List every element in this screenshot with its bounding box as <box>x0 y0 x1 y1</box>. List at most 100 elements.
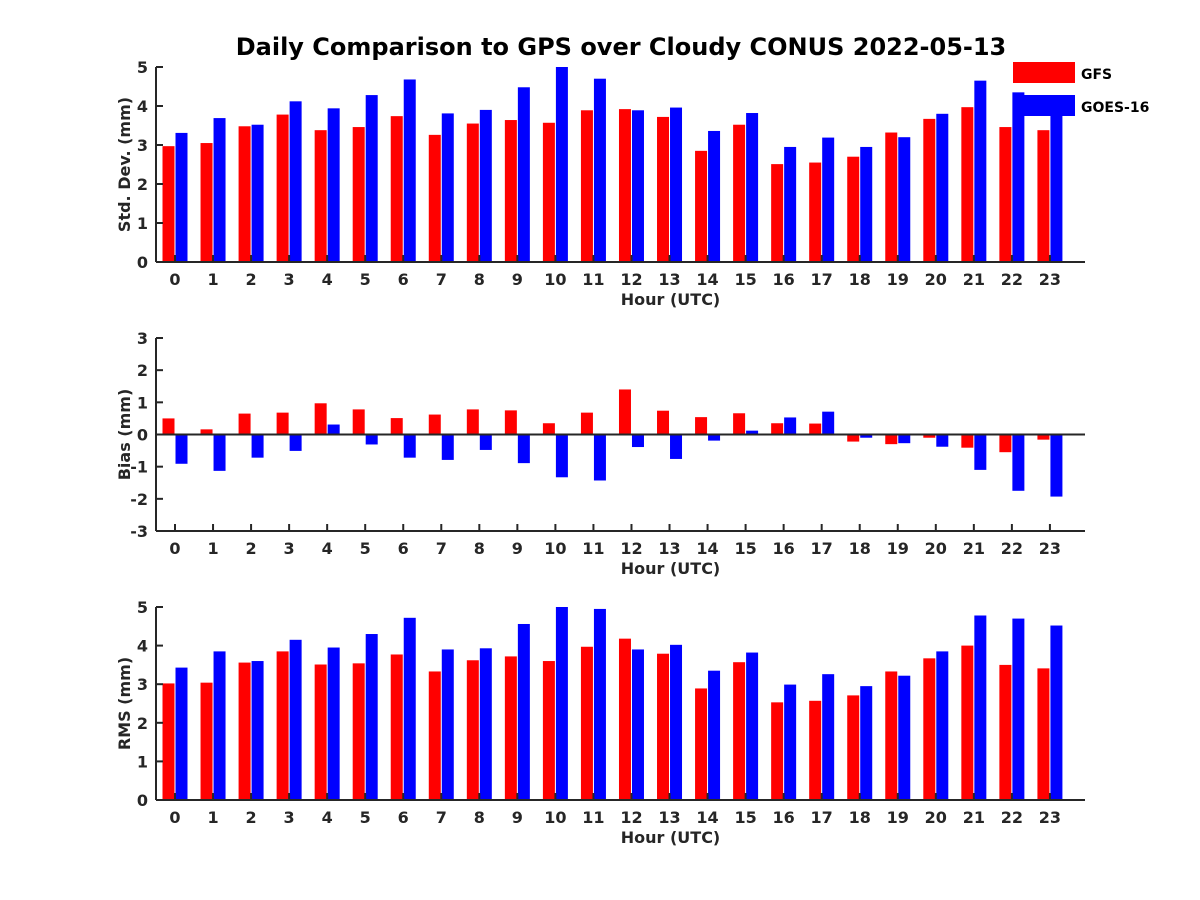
bar-goes16-hour-23 <box>1050 625 1063 800</box>
x-tick-label: 9 <box>512 539 523 558</box>
x-tick-label: 1 <box>207 270 218 289</box>
bar-gfs-hour-4 <box>314 664 327 800</box>
x-tick-label: 14 <box>696 270 718 289</box>
bar-goes16-hour-19 <box>898 137 911 262</box>
bar-gfs-hour-0 <box>162 418 175 435</box>
bar-goes16-hour-16 <box>784 684 797 800</box>
bar-gfs-hour-22 <box>999 664 1012 800</box>
x-tick-label: 0 <box>169 808 180 827</box>
x-tick-label: 5 <box>360 270 371 289</box>
x-tick-label: 11 <box>582 270 604 289</box>
x-tick-label: 4 <box>322 539 333 558</box>
x-tick-label: 17 <box>811 539 833 558</box>
y-axis-label: RMS (mm) <box>115 657 134 750</box>
y-tick-label: 5 <box>137 58 148 77</box>
y-tick-label: 3 <box>137 136 148 155</box>
y-axis-label: Std. Dev. (mm) <box>115 97 134 232</box>
y-tick-label: 1 <box>137 752 148 771</box>
x-tick-label: 7 <box>436 270 447 289</box>
x-tick-label: 13 <box>658 270 680 289</box>
bar-gfs-hour-4 <box>314 403 327 435</box>
legend-label-gfs: GFS <box>1081 67 1112 83</box>
bar-gfs-hour-10 <box>542 423 555 435</box>
bar-gfs-hour-11 <box>580 412 593 435</box>
bar-goes16-hour-12 <box>631 110 644 262</box>
bar-goes16-hour-17 <box>822 674 835 800</box>
bar-goes16-hour-12 <box>631 434 644 448</box>
bar-goes16-hour-6 <box>403 434 416 458</box>
x-tick-label: 5 <box>360 808 371 827</box>
bar-goes16-hour-11 <box>593 78 606 262</box>
bar-gfs-hour-18 <box>847 695 860 800</box>
bar-goes16-hour-1 <box>213 434 226 471</box>
x-tick-label: 15 <box>734 808 756 827</box>
bar-gfs-hour-15 <box>733 413 746 435</box>
bar-goes16-hour-4 <box>327 108 340 262</box>
bar-goes16-hour-21 <box>974 80 987 263</box>
bar-goes16-hour-6 <box>403 617 416 800</box>
bar-gfs-hour-12 <box>618 638 631 800</box>
bar-goes16-hour-9 <box>517 434 530 464</box>
bar-goes16-hour-10 <box>555 67 568 262</box>
y-tick-label: 2 <box>137 714 148 733</box>
x-tick-label: 21 <box>963 539 985 558</box>
bar-goes16-hour-18 <box>860 686 873 800</box>
x-tick-label: 0 <box>169 539 180 558</box>
bar-goes16-hour-6 <box>403 79 416 262</box>
x-tick-label: 11 <box>582 539 604 558</box>
legend-swatch-goes16 <box>1013 95 1075 116</box>
bar-gfs-hour-18 <box>847 156 860 262</box>
bar-gfs-hour-16 <box>771 702 784 800</box>
y-tick-label: 0 <box>137 791 148 810</box>
bar-goes16-hour-12 <box>631 649 644 800</box>
bar-goes16-hour-9 <box>517 623 530 800</box>
bar-goes16-hour-14 <box>708 670 721 800</box>
bar-goes16-hour-8 <box>479 648 492 800</box>
bar-gfs-hour-12 <box>618 389 631 435</box>
x-tick-label: 22 <box>1001 270 1023 289</box>
bar-goes16-hour-13 <box>670 107 683 262</box>
bar-gfs-hour-12 <box>618 109 631 263</box>
x-tick-label: 21 <box>963 808 985 827</box>
x-tick-label: 8 <box>474 808 485 827</box>
bar-goes16-hour-10 <box>555 434 568 478</box>
bar-gfs-hour-8 <box>466 409 479 435</box>
x-tick-label: 18 <box>849 808 871 827</box>
bar-gfs-hour-2 <box>238 662 251 800</box>
bar-goes16-hour-3 <box>289 101 302 262</box>
bar-gfs-hour-16 <box>771 423 784 435</box>
bar-gfs-hour-17 <box>809 162 822 262</box>
x-tick-label: 10 <box>544 808 566 827</box>
bar-gfs-hour-17 <box>809 423 822 435</box>
x-tick-label: 20 <box>925 539 947 558</box>
bar-goes16-hour-5 <box>365 634 378 800</box>
x-tick-label: 14 <box>696 539 718 558</box>
bar-gfs-hour-11 <box>580 646 593 800</box>
bar-gfs-hour-18 <box>847 434 860 442</box>
x-tick-label: 20 <box>925 808 947 827</box>
x-axis-label: Hour (UTC) <box>621 828 721 847</box>
bar-goes16-hour-21 <box>974 434 987 470</box>
bar-goes16-hour-20 <box>936 434 949 447</box>
x-tick-label: 4 <box>322 270 333 289</box>
bar-gfs-hour-22 <box>999 127 1012 262</box>
bar-goes16-hour-7 <box>441 113 454 262</box>
bar-goes16-hour-17 <box>822 411 835 435</box>
x-tick-label: 15 <box>734 539 756 558</box>
x-tick-label: 12 <box>620 539 642 558</box>
bar-gfs-hour-7 <box>428 671 441 800</box>
x-tick-label: 12 <box>620 808 642 827</box>
x-tick-label: 7 <box>436 808 447 827</box>
legend: GFS GOES-16 <box>1013 62 1149 116</box>
bar-goes16-hour-0 <box>175 667 188 800</box>
x-tick-label: 22 <box>1001 539 1023 558</box>
bar-goes16-hour-16 <box>784 417 797 435</box>
bar-goes16-hour-9 <box>517 87 530 262</box>
bar-goes16-hour-22 <box>1012 618 1025 800</box>
bar-gfs-hour-21 <box>961 645 974 800</box>
y-tick-label: 0 <box>137 253 148 272</box>
x-tick-label: 23 <box>1039 808 1061 827</box>
